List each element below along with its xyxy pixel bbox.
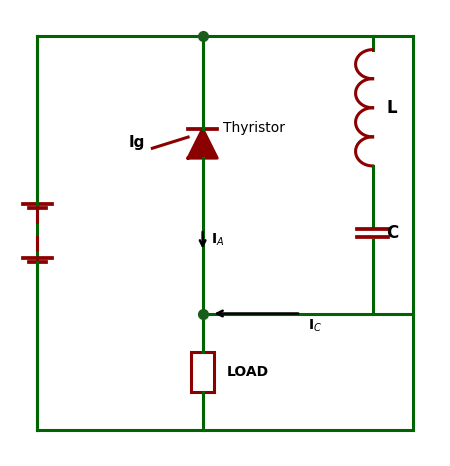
Text: LOAD: LOAD bbox=[227, 364, 270, 379]
Text: Ig: Ig bbox=[129, 135, 145, 150]
FancyBboxPatch shape bbox=[191, 351, 214, 392]
Text: L: L bbox=[386, 99, 396, 117]
Text: I$_A$: I$_A$ bbox=[211, 232, 224, 248]
Text: I$_C$: I$_C$ bbox=[308, 318, 322, 334]
Polygon shape bbox=[188, 129, 217, 158]
Text: Thyristor: Thyristor bbox=[223, 121, 285, 135]
Text: C: C bbox=[386, 224, 398, 242]
